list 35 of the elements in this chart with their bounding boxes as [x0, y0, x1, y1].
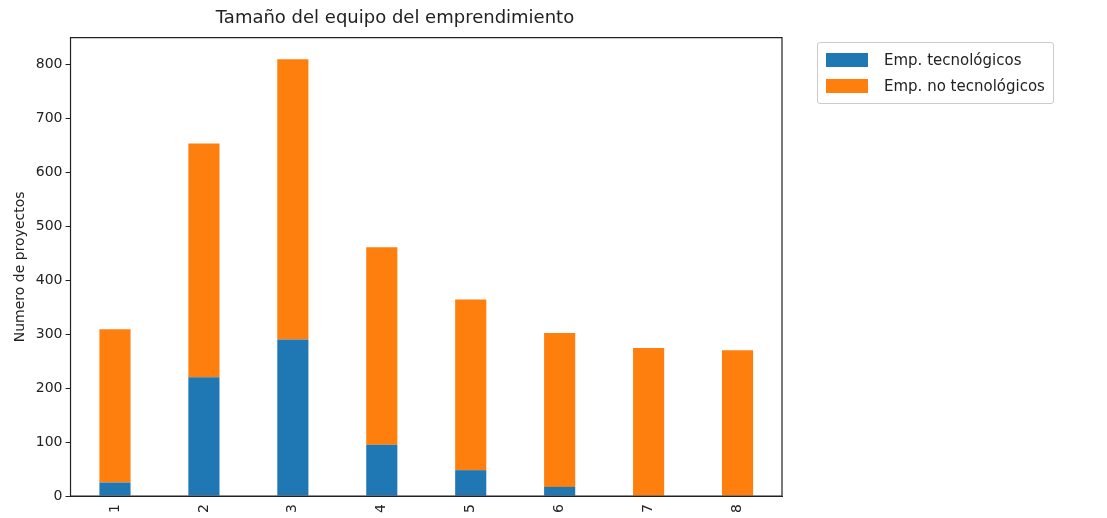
legend-label: Emp. no tecnológicos [884, 77, 1045, 95]
y-tick-label: 0 [53, 486, 63, 503]
bar [277, 59, 309, 340]
y-tick-label: 100 [35, 432, 63, 449]
bar [366, 247, 398, 445]
y-tick-label: 500 [35, 216, 63, 233]
bar [544, 333, 576, 487]
y-axis-title: Numero de proyectos [11, 191, 28, 343]
bar [99, 329, 131, 483]
y-tick-label: 600 [35, 162, 63, 179]
x-tick-label: 6 [550, 504, 567, 514]
bar [455, 470, 487, 496]
bar [277, 339, 309, 496]
y-tick-label: 200 [35, 378, 63, 395]
x-tick-label: 4 [372, 504, 389, 514]
x-tick-label: 5 [461, 504, 478, 514]
legend-label: Emp. tecnológicos [884, 51, 1022, 69]
chart-title: Tamaño del equipo del emprendimiento [214, 6, 575, 28]
bar [633, 348, 665, 496]
y-tick-label: 300 [35, 324, 63, 341]
bar [544, 486, 576, 496]
bar [188, 377, 220, 496]
bar [366, 444, 398, 496]
bar [455, 299, 487, 471]
x-tick-label: 7 [639, 504, 656, 514]
bar [721, 350, 754, 496]
x-tick-label: 1 [105, 504, 122, 514]
y-tick-label: 700 [35, 108, 63, 125]
bar [99, 482, 131, 496]
y-tick-label: 400 [35, 270, 63, 287]
x-tick-label: 3 [283, 504, 300, 514]
x-tick-label: 8 [728, 504, 745, 514]
bar [188, 143, 220, 378]
y-tick-label: 800 [35, 54, 63, 71]
x-tick-label: 2 [194, 504, 211, 514]
